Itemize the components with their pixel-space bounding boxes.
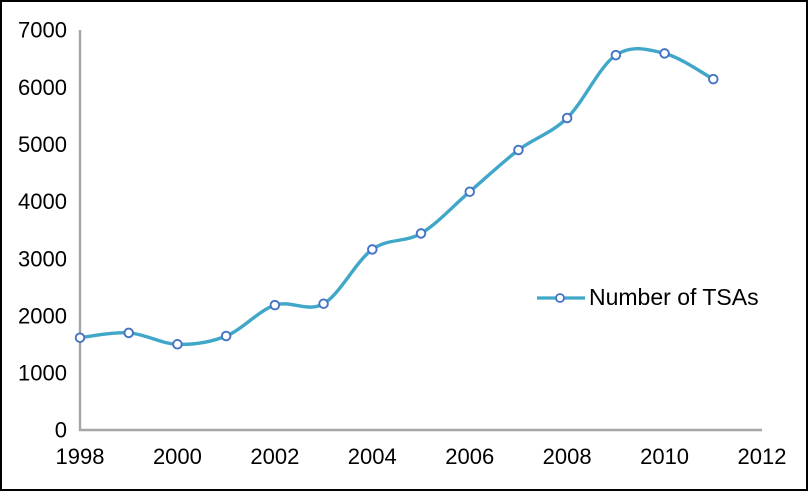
y-tick-label: 0	[55, 418, 67, 443]
data-point-marker	[123, 327, 134, 339]
data-point-marker	[220, 330, 232, 342]
data-point-marker	[561, 112, 573, 124]
data-point-marker	[367, 244, 378, 255]
x-tick-label: 2008	[543, 444, 592, 469]
data-point-marker	[269, 299, 281, 311]
y-tick-label: 6000	[18, 75, 67, 100]
data-point-marker	[464, 186, 475, 197]
x-tick-label: 2002	[250, 444, 299, 469]
x-tick-label: 2012	[738, 444, 787, 469]
y-tick-label: 2000	[18, 303, 67, 328]
data-point-marker	[74, 332, 86, 343]
data-point-marker	[708, 73, 719, 85]
legend: Number of TSAs	[536, 284, 759, 311]
y-tick-label: 4000	[18, 189, 67, 214]
series-line	[78, 47, 715, 347]
x-tick-label: 2000	[153, 444, 202, 469]
data-point-marker	[610, 49, 622, 61]
data-point-marker	[318, 298, 329, 309]
legend-line-marker-icon	[537, 292, 585, 303]
x-tick-label: 2004	[348, 444, 397, 469]
data-point-marker	[415, 228, 427, 239]
x-tick-label: 1998	[56, 444, 105, 469]
legend-label: Number of TSAs	[589, 284, 759, 310]
y-tick-label: 7000	[18, 18, 67, 43]
x-tick-label: 2010	[640, 444, 689, 469]
data-point-marker	[172, 339, 183, 350]
y-tick-label: 1000	[18, 361, 67, 386]
data-point-marker	[659, 48, 670, 59]
data-point-marker	[513, 144, 524, 156]
x-tick-label: 2006	[445, 444, 494, 469]
y-tick-label: 5000	[18, 132, 67, 157]
y-tick-label: 3000	[18, 246, 67, 271]
